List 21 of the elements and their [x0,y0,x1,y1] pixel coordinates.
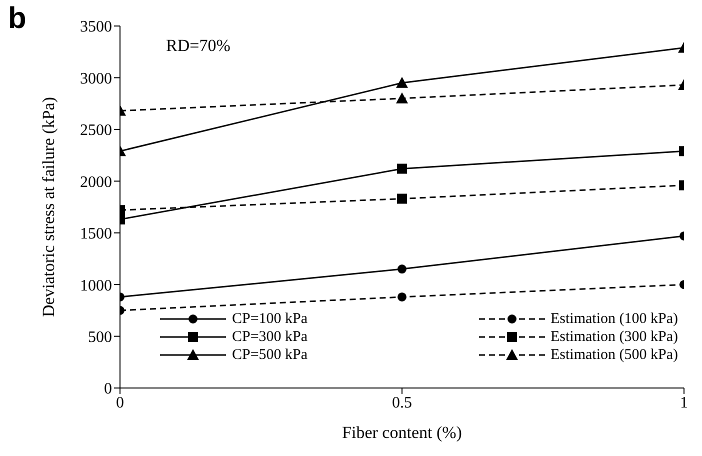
x-tick-label: 0.5 [392,394,412,412]
y-tick-label: 3000 [80,70,112,88]
y-tick-label: 2000 [80,174,112,191]
annotation: RD=70% [166,36,230,56]
y-tick-label: 1000 [80,277,112,294]
x-tick-label: 1 [680,394,688,412]
legend-label: Estimation (300 kPa) [550,328,678,346]
y-tick-label: 2500 [80,122,112,140]
legend-label: CP=500 kPa [232,346,308,364]
text: b [8,2,26,36]
legend-label: Estimation (100 kPa) [550,310,678,328]
legend-label: CP=100 kPa [232,310,308,328]
x-axis-title: Fiber content (%) [342,423,462,442]
legend-label: CP=300 kPa [232,328,308,346]
y-tick-label: 3500 [80,18,112,36]
y-axis-title: Deviatoric stress at failure (kPa) [39,97,58,317]
y-tick-label: 0 [104,380,112,398]
y-tick-label: 1500 [80,226,112,243]
legend-label: Estimation (500 kPa) [550,346,678,364]
y-tick-label: 500 [88,328,112,346]
x-tick-label: 0 [116,394,124,412]
